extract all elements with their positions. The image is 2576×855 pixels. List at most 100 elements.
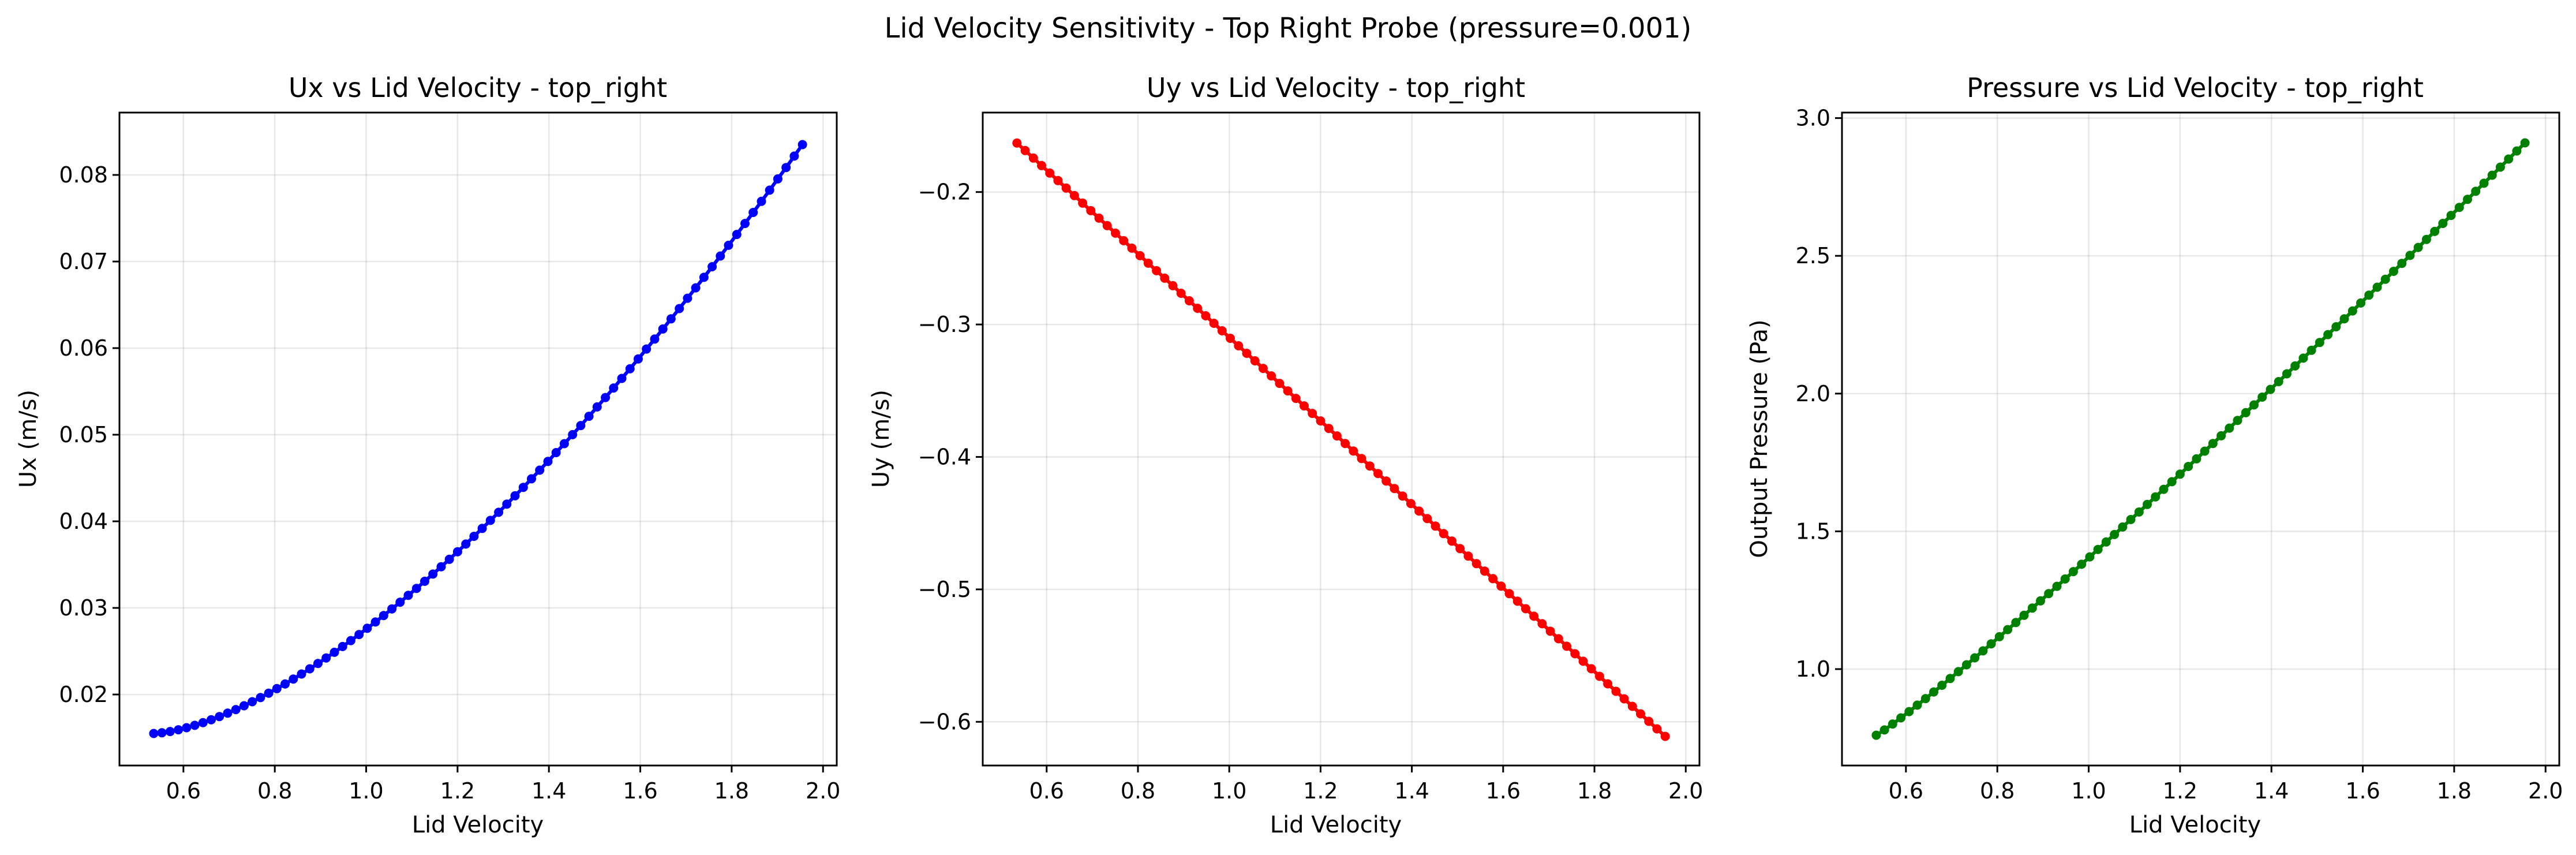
ux-data-point [452, 547, 462, 557]
uy-data-point [1053, 176, 1063, 185]
ux-data-point [182, 723, 192, 733]
ux-y-axis-label: Ux (m/s) [15, 390, 42, 488]
pressure-data-point [2143, 499, 2152, 509]
ux-data-point [527, 474, 536, 484]
pressure-data-point [2225, 423, 2234, 433]
ux-data-point [264, 688, 274, 698]
ux-data-point [297, 669, 306, 679]
pressure-data-point [2151, 492, 2161, 502]
pressure-data-point [2495, 162, 2505, 172]
ux-data-point [650, 334, 660, 344]
pressure-data-point [1953, 667, 1963, 677]
ux-x-tick-label: 1.6 [623, 778, 657, 804]
ux-data-point [149, 729, 159, 738]
pressure-x-tick-label: 1.8 [2437, 778, 2472, 804]
pressure-data-point [2487, 170, 2497, 180]
uy-data-point [1398, 491, 1407, 501]
ux-data-point [757, 196, 766, 206]
pressure-data-point [1945, 674, 1955, 684]
ux-data-point [280, 679, 290, 689]
pressure-data-point [2282, 369, 2292, 379]
ux-y-tick-label: 0.06 [59, 335, 108, 361]
ux-data-point [543, 457, 553, 466]
ux-data-point [634, 354, 643, 364]
ux-panel: Ux vs Lid Velocity - top_right Lid Veloc… [15, 72, 840, 838]
ux-data-point [370, 617, 380, 627]
pressure-data-point [2356, 298, 2365, 308]
ux-data-point [576, 421, 586, 431]
ux-x-tick-label: 0.6 [166, 778, 201, 804]
uy-data-point [1611, 686, 1621, 696]
uy-data-point [1332, 431, 1342, 441]
pressure-data-point [2266, 384, 2275, 394]
pressure-data-point [1920, 694, 1930, 704]
ux-data-point [642, 344, 652, 354]
uy-data-point [1463, 551, 1473, 561]
uy-y-axis-label: Uy (m/s) [868, 390, 894, 488]
pressure-data-point [2003, 625, 2013, 634]
ux-data-point [165, 727, 175, 737]
pressure-data-point [2479, 178, 2489, 188]
pressure-data-point [1986, 639, 1996, 649]
uy-data-point [1316, 416, 1326, 426]
uy-data-point [1201, 311, 1211, 320]
ux-data-point [239, 701, 249, 711]
pressure-data-point [1871, 730, 1881, 740]
uy-data-point [1300, 401, 1309, 411]
ux-data-point [707, 262, 717, 271]
ux-data-point [691, 283, 701, 293]
ux-y-tick-label: 0.05 [59, 422, 108, 447]
pressure-data-point [1912, 700, 1922, 710]
pressure-x-tick-label: 0.6 [1889, 778, 1923, 804]
ux-data-point [215, 712, 224, 722]
pressure-data-point [2044, 589, 2054, 599]
uy-data-point [1111, 228, 1120, 238]
pressure-data-point [2167, 477, 2177, 487]
ux-data-point [683, 293, 692, 303]
ux-y-tick-label: 0.03 [59, 595, 108, 621]
ux-data-point [207, 715, 216, 725]
pressure-data-point [2504, 154, 2514, 164]
uy-data-point [1562, 641, 1571, 651]
pressure-x-tick-label: 1.0 [2071, 778, 2106, 804]
uy-data-point [1586, 664, 1596, 674]
uy-x-tick-label: 0.8 [1121, 778, 1155, 804]
ux-x-tick-label: 2.0 [806, 778, 840, 804]
ux-data-point [272, 684, 282, 693]
ux-data-point [485, 516, 495, 525]
pressure-data-point [2471, 186, 2481, 196]
ux-data-point [773, 174, 782, 184]
uy-data-point [1012, 138, 1022, 148]
ux-data-point [428, 569, 438, 579]
pressure-data-point [1896, 713, 1906, 723]
uy-data-point [1652, 724, 1662, 734]
ux-data-point [658, 324, 668, 334]
ux-data-point [411, 584, 421, 593]
uy-data-point [1480, 566, 1489, 576]
pressure-data-point [2036, 596, 2045, 606]
ux-data-point [781, 163, 791, 173]
pressure-data-point [2463, 195, 2472, 204]
pressure-y-tick-label: 3.0 [1796, 106, 1830, 131]
pressure-data-point [2110, 529, 2120, 539]
uy-data-point [1258, 364, 1268, 374]
uy-y-axis: −0.2 −0.3 −0.4 −0.5 −0.6 [918, 180, 983, 734]
pressure-gridlines [1842, 113, 2559, 766]
uy-y-tick-label: −0.3 [918, 312, 971, 337]
uy-data-point [1414, 506, 1424, 516]
uy-x-tick-label: 1.2 [1303, 778, 1338, 804]
uy-data-point [1390, 484, 1399, 494]
ux-data-point [379, 611, 388, 621]
ux-data-point [765, 185, 774, 195]
uy-x-axis-label: Lid Velocity [1270, 812, 1402, 838]
ux-data-point [346, 636, 355, 645]
ux-x-axis-label: Lid Velocity [412, 812, 544, 838]
ux-data-point [157, 728, 167, 738]
pressure-data-point [2060, 574, 2070, 584]
uy-data-point [1160, 273, 1170, 283]
ux-data-point [223, 708, 233, 718]
uy-data-point [1644, 716, 1654, 726]
pressure-data-point [2257, 392, 2267, 402]
ux-data-point [387, 604, 397, 614]
